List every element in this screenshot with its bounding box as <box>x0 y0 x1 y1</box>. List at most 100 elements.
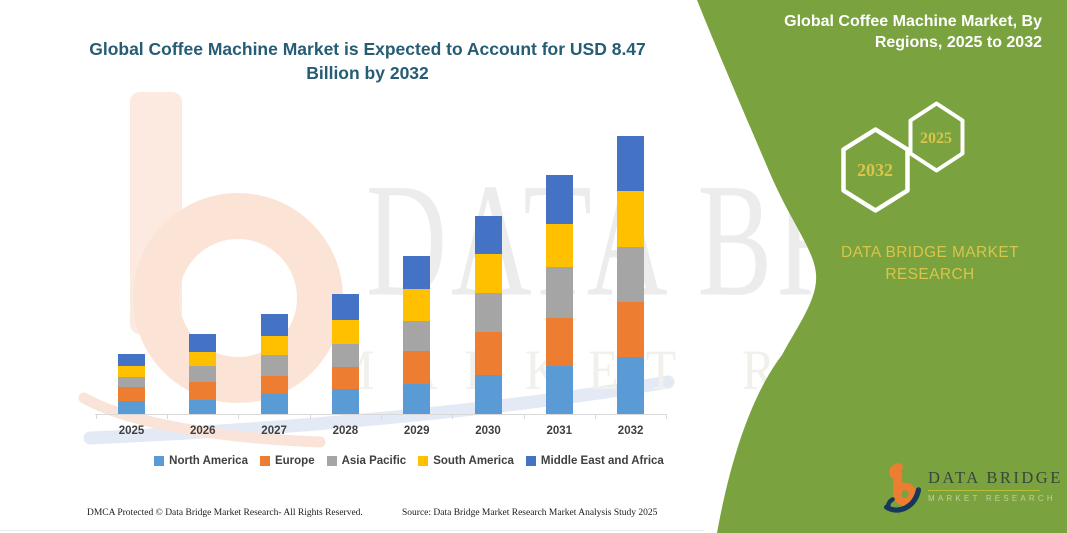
bar-segment-2030-asia-pacific <box>474 293 502 333</box>
x-axis-line <box>95 414 667 415</box>
logo-b-stem <box>889 463 903 498</box>
x-axis-label-2031: 2031 <box>546 425 573 437</box>
x-axis-tick <box>238 415 240 419</box>
logo-subtitle: MARKET RESEARCH <box>928 493 1056 503</box>
legend-item-asia-pacific: Asia Pacific <box>326 455 407 467</box>
bar-segment-2027-north-america <box>260 393 288 414</box>
x-axis-label-2030: 2030 <box>475 425 501 437</box>
bar-segment-2032-asia-pacific <box>617 246 645 302</box>
footer-dmca-text: DMCA Protected © Data Bridge Market Rese… <box>87 508 363 518</box>
logo-name: DATA BRIDGE <box>928 468 1063 487</box>
bar-segment-2025-asia-pacific <box>118 376 145 388</box>
legend-item-europe: Europe <box>259 455 315 467</box>
watermark-swoosh-blue <box>83 375 675 445</box>
legend-swatch <box>326 456 337 466</box>
bar-segment-2032-middle-east-and-africa <box>617 135 645 191</box>
green-panel-shape <box>697 0 1067 533</box>
bar-segment-2031-north-america <box>545 365 573 414</box>
x-axis-tick <box>452 415 454 419</box>
bar-segment-2026-north-america <box>189 399 217 414</box>
bar-segment-2026-middle-east-and-africa <box>189 334 217 352</box>
x-axis-label-2032: 2032 <box>617 425 644 437</box>
x-axis-label-2029: 2029 <box>403 425 430 437</box>
company-logo: DATA BRIDGE MARKET RESEARCH <box>884 461 1063 517</box>
legend-label: Europe <box>274 455 315 467</box>
bar-segment-2029-north-america <box>403 383 431 414</box>
logo-b-bowl <box>893 482 917 506</box>
hexagon-2025 <box>908 101 965 173</box>
bar-segment-2030-europe <box>474 332 502 376</box>
legend-item-north-america: North America <box>154 455 248 467</box>
watermark-b-bowl <box>133 193 343 403</box>
hexagon-2032 <box>841 127 910 213</box>
legend-swatch <box>259 456 270 466</box>
bar-segment-2026-europe <box>189 382 217 400</box>
bar-segment-2025-north-america <box>118 400 145 414</box>
x-axis-label-2026: 2026 <box>190 425 216 437</box>
bar-segment-2026-asia-pacific <box>189 366 217 383</box>
x-axis-tick <box>666 415 668 419</box>
x-axis-label-2027: 2027 <box>261 425 287 437</box>
bar-segment-2025-south-america <box>118 365 145 377</box>
bottom-divider <box>0 530 705 531</box>
chart-title: Global Coffee Machine Market is Expected… <box>89 39 646 83</box>
data-bridge-logo-icon <box>884 463 922 513</box>
x-axis-label-2025: 2025 <box>118 425 145 437</box>
brand-text: DATA BRIDGE MARKET RESEARCH <box>840 244 1019 284</box>
legend-swatch <box>525 456 536 466</box>
bar-segment-2027-middle-east-and-africa <box>260 314 288 337</box>
x-axis-tick <box>95 415 97 419</box>
legend-label: North America <box>169 455 248 467</box>
hexagon-badges: 2032 2025 <box>841 101 965 213</box>
legend-label: Asia Pacific <box>341 455 407 467</box>
footer-source-text: Source: Data Bridge Market Research Mark… <box>402 508 658 518</box>
bar-segment-2028-south-america <box>331 319 359 344</box>
legend-swatch <box>418 456 429 466</box>
bar-segment-2028-north-america <box>331 389 359 414</box>
bar-segment-2028-europe <box>331 366 359 390</box>
bar-segment-2032-south-america <box>617 190 645 247</box>
bar-segment-2029-middle-east-and-africa <box>403 255 431 290</box>
bar-segment-2025-middle-east-and-africa <box>118 354 145 366</box>
bar-segment-2031-south-america <box>545 223 573 268</box>
legend-item-south-america: South America <box>418 455 514 467</box>
x-axis-tick <box>523 415 525 419</box>
bar-segment-2032-north-america <box>617 357 645 414</box>
bar-segment-2028-asia-pacific <box>331 343 359 367</box>
bar-segment-2029-asia-pacific <box>403 320 431 351</box>
logo-underline <box>928 489 1040 491</box>
legend-item-middle-east-and-africa: Middle East and Africa <box>525 455 664 467</box>
bar-segment-2027-asia-pacific <box>260 354 288 376</box>
bar-segment-2025-europe <box>118 387 145 401</box>
bar-segment-2030-middle-east-and-africa <box>474 216 502 254</box>
bar-segment-2029-south-america <box>403 289 431 321</box>
bar-segment-2032-europe <box>617 301 645 358</box>
bar-segment-2029-europe <box>403 350 431 384</box>
bar-segment-2031-asia-pacific <box>545 267 573 319</box>
bar-segment-2027-south-america <box>260 336 288 355</box>
panel-title: Global Coffee Machine Market, By Regions… <box>784 13 1042 52</box>
chart-legend: North America Europe Asia Pacific South Ame… <box>129 455 689 467</box>
legend-label: South America <box>433 455 514 467</box>
x-axis-tick <box>594 415 596 419</box>
legend-label: Middle East and Africa <box>540 455 664 467</box>
logo-text-block: DATA BRIDGE MARKET RESEARCH <box>928 461 1063 503</box>
hexagon-2025-label: 2025 <box>920 130 952 147</box>
bar-segment-2030-south-america <box>474 253 502 294</box>
bar-segment-2031-middle-east-and-africa <box>545 174 573 224</box>
watermark-swoosh-orange <box>78 392 326 448</box>
x-axis-label-2028: 2028 <box>332 425 359 437</box>
legend-swatch <box>154 456 165 466</box>
x-axis-tick <box>167 415 169 419</box>
hexagon-2032-label: 2032 <box>857 160 893 180</box>
bar-segment-2026-south-america <box>189 351 217 367</box>
bar-segment-2028-middle-east-and-africa <box>331 294 359 320</box>
bar-segment-2031-europe <box>545 318 573 366</box>
logo-swoosh-hook <box>886 497 897 512</box>
x-axis-tick <box>309 415 311 419</box>
x-axis-tick <box>381 415 383 419</box>
